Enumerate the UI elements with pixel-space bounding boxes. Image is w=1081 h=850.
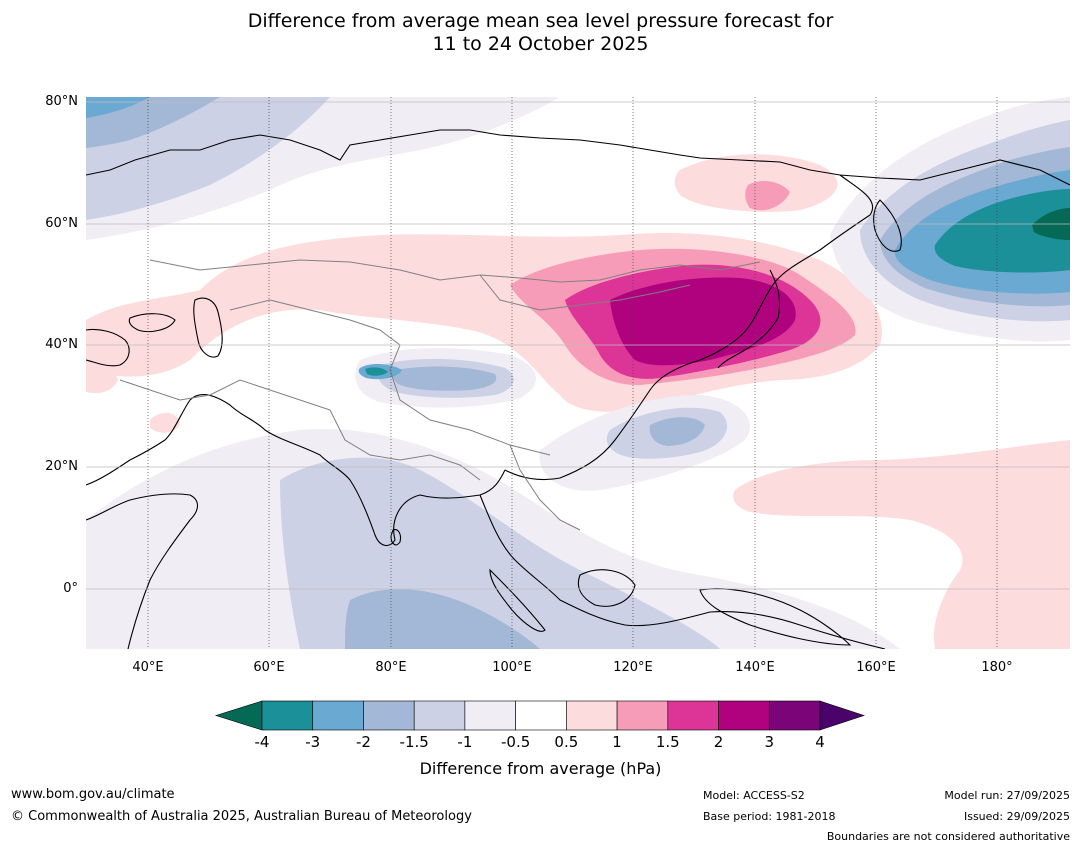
contour-tibet-minus-one-half (392, 366, 497, 391)
colorbar-label: Difference from average (hPa) (419, 759, 662, 778)
coastline-mediterranean (86, 328, 130, 367)
colorbar-cell (464, 700, 516, 731)
coastline-indochina (479, 494, 886, 649)
colorbar-tick-label: 4 (815, 733, 825, 751)
colorbar-cell (768, 700, 821, 731)
colorbar-tick-label: 0.5 (554, 733, 579, 751)
footer-issued: Issued: 29/09/2025 (963, 810, 1070, 823)
pressure-anomaly-map (86, 97, 1070, 649)
lon-label-80e: 80°E (375, 660, 407, 675)
lon-label-40e: 40°E (132, 660, 164, 675)
coastline-kamchatka (873, 199, 902, 252)
lon-label-140e: 140°E (735, 660, 775, 675)
colorbar-tick-label: -0.5 (500, 733, 531, 751)
coastline-japan (717, 269, 781, 369)
lon-label-100e: 100°E (492, 660, 532, 675)
coastline-arctic (86, 129, 1070, 186)
contour-bering-minus-three (934, 189, 1070, 273)
coastline-south-asia (86, 394, 506, 546)
colorbar-tick-label: 3 (764, 733, 775, 751)
colorbar-cell (413, 700, 466, 731)
colorbar-cell (312, 700, 364, 731)
footer-website[interactable]: www.bom.gov.au/climate (11, 787, 175, 802)
lon-label-60e: 60°E (253, 660, 285, 675)
colorbar-cells (215, 700, 865, 731)
graticule-meridians (147, 97, 998, 649)
border-southeast-asia (509, 444, 581, 531)
contour-pacific-minus-one-half (649, 417, 705, 446)
colorbar-tick-label: -2 (355, 733, 371, 751)
colorbar-cell (261, 700, 314, 731)
colorbar-cell (515, 700, 567, 731)
border-central-asia (229, 299, 401, 346)
contour-eurasia-west-plus-half (86, 368, 118, 394)
border-mongolia (479, 274, 691, 311)
graticule-parallels (86, 101, 1070, 590)
contour-siberia-plus-one (745, 180, 790, 211)
lat-label-40n: 40°N (45, 337, 78, 352)
contour-arabian-plus-half (150, 412, 180, 433)
colorbar-extend-high (819, 700, 865, 731)
colorbar-tick-label: 1 (612, 733, 622, 751)
lat-label-60n: 60°N (45, 216, 78, 231)
lon-label-120e: 120°E (613, 660, 653, 675)
contour-eastasia-plus-two (610, 277, 796, 366)
colorbar-tick-label: 2 (713, 733, 724, 751)
footer-copyright: © Commonwealth of Australia 2025, Austra… (11, 809, 472, 824)
colorbar-tick-label: -3 (305, 733, 321, 751)
contour-subtropical-pacific-plus-half (733, 440, 1070, 649)
chart-title: Difference from average mean sea level p… (0, 10, 1081, 56)
contour-indian-ocean-minus-one-half (345, 589, 540, 649)
contour-tibet-minus-three (365, 367, 388, 376)
lon-label-160e: 160°E (856, 660, 896, 675)
footer-base-period: Base period: 1981-2018 (703, 810, 836, 823)
coastline-sri-lanka (390, 529, 402, 546)
colorbar-cell (363, 700, 415, 731)
colorbar-cell (616, 700, 669, 731)
coastline-borneo (577, 569, 636, 607)
colorbar-cell (718, 700, 770, 731)
colorbar-cell (566, 700, 618, 731)
footer-model: Model: ACCESS-S2 (703, 789, 805, 802)
lat-label-80n: 80°N (45, 94, 78, 109)
coastline-new-guinea (699, 588, 852, 646)
chart-title-line-1: Difference from average mean sea level p… (247, 10, 834, 32)
country-borders (119, 259, 761, 531)
colorbar-tick-label: 1.5 (655, 733, 680, 751)
colorbar-tick-label: -4 (254, 733, 270, 751)
footer-disclaimer: Boundaries are not considered authoritat… (826, 830, 1070, 843)
anomaly-contours (86, 97, 1070, 649)
lat-label-20n: 20°N (45, 459, 78, 474)
chart-title-line-2: 11 to 24 October 2025 (432, 33, 649, 55)
colorbar-tick-label: -1 (457, 733, 473, 751)
footer-model-run: Model run: 27/09/2025 (944, 789, 1070, 802)
border-middle-east (119, 379, 331, 411)
colorbar-cell (667, 700, 719, 731)
colorbar-tick-label: -1.5 (399, 733, 429, 751)
lon-label-180: 180° (981, 660, 1013, 675)
border-india (329, 409, 481, 481)
colorbar (215, 700, 865, 731)
lat-label-0: 0° (63, 581, 78, 596)
coastline-caspian (193, 297, 223, 358)
colorbar-extend-low (215, 700, 263, 731)
coastline-black-sea (128, 313, 176, 333)
